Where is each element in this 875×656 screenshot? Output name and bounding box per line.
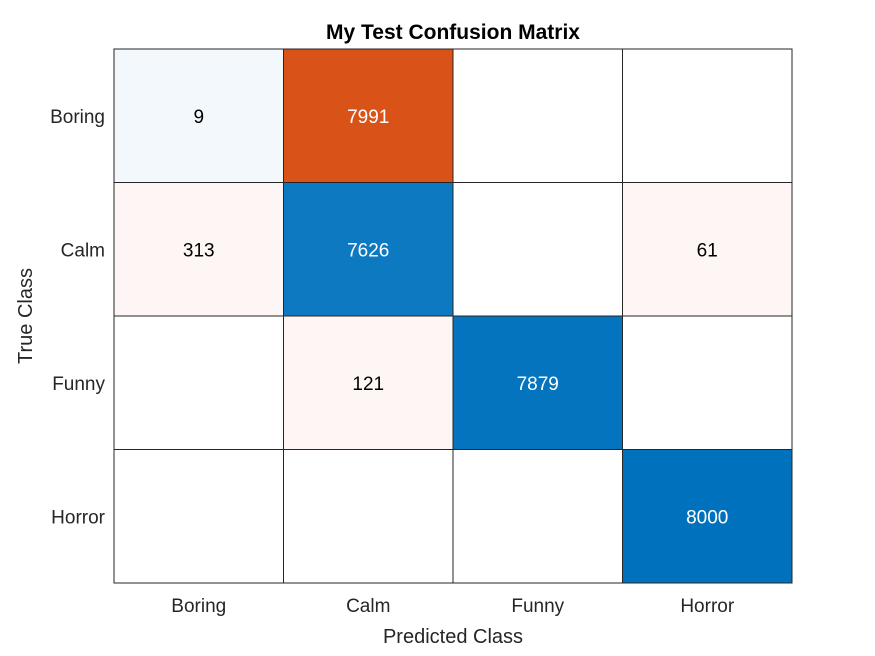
matrix-cell-horror-calm — [283, 449, 454, 584]
y-axis-label: True Class — [15, 268, 37, 364]
y-tick-label-horror: Horror — [51, 507, 106, 528]
cell-value-funny-funny: 7879 — [517, 374, 559, 395]
cell-value-boring-calm: 7991 — [347, 107, 389, 128]
x-tick-label-calm: Calm — [346, 596, 390, 617]
chart-title: My Test Confusion Matrix — [326, 21, 580, 44]
x-tick-label-funny: Funny — [511, 596, 564, 617]
cell-value-calm-calm: 7626 — [347, 240, 389, 261]
cell-value-calm-boring: 313 — [183, 240, 215, 261]
cell-value-calm-horror: 61 — [697, 240, 718, 261]
matrix-cell-boring-funny — [452, 48, 623, 183]
matrix-cells — [113, 48, 793, 584]
x-axis-label: Predicted Class — [383, 626, 523, 648]
matrix-cell-boring-calm — [283, 48, 454, 183]
matrix-cell-horror-funny — [452, 449, 623, 584]
x-axis-tick-labels: Boring Calm Funny Horror — [171, 596, 735, 617]
y-axis-tick-labels: Boring Calm Funny Horror — [50, 107, 106, 529]
cell-value-boring-boring: 9 — [193, 107, 204, 128]
cell-value-labels: 9 7991 313 7626 61 121 7879 8000 — [183, 107, 728, 529]
matrix-cell-calm-horror — [622, 182, 793, 317]
matrix-cell-calm-calm — [283, 182, 454, 317]
x-tick-label-boring: Boring — [171, 596, 226, 617]
matrix-cell-horror-horror — [622, 449, 793, 584]
cell-value-funny-calm: 121 — [352, 374, 384, 395]
cell-value-horror-horror: 8000 — [686, 507, 728, 528]
y-tick-label-boring: Boring — [50, 107, 105, 128]
y-tick-label-calm: Calm — [61, 240, 105, 261]
matrix-cell-funny-funny — [452, 315, 623, 450]
x-tick-label-horror: Horror — [680, 596, 735, 617]
matrix-cell-calm-boring — [113, 182, 284, 317]
y-tick-label-funny: Funny — [52, 374, 105, 395]
matrix-cell-funny-horror — [622, 315, 793, 450]
matrix-cell-funny-calm — [283, 315, 454, 450]
matrix-cell-funny-boring — [113, 315, 284, 450]
matrix-cell-horror-boring — [113, 449, 284, 584]
matrix-cell-calm-funny — [452, 182, 623, 317]
matrix-cell-boring-boring — [113, 48, 284, 183]
matrix-cell-boring-horror — [622, 48, 793, 183]
